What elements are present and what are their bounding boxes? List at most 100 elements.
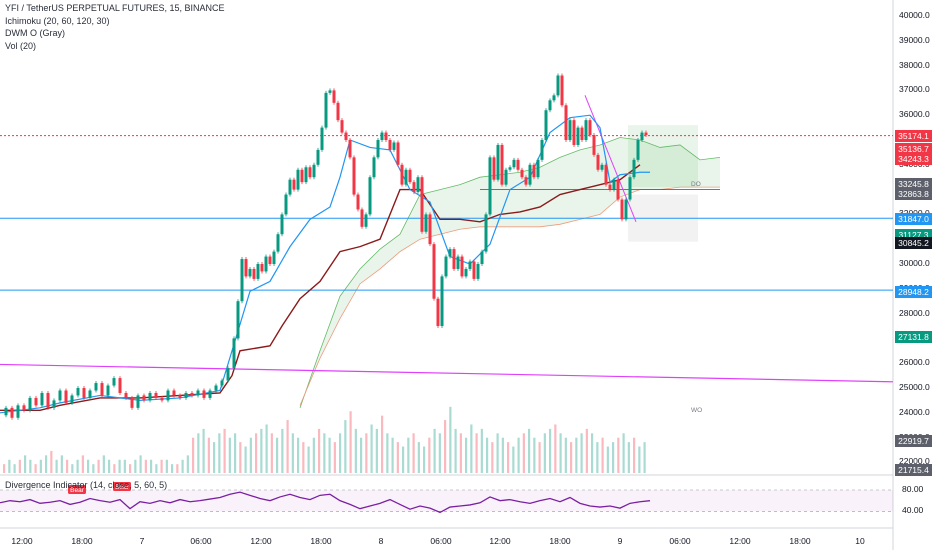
- volume-bar: [402, 446, 405, 473]
- volume-bar: [554, 424, 557, 473]
- candle-body: [148, 392, 152, 401]
- candle-body: [592, 135, 596, 155]
- candle-body: [500, 144, 504, 185]
- volume-bar: [186, 455, 189, 473]
- candle-body: [556, 75, 560, 96]
- time-axis-label: 06:00: [190, 536, 212, 546]
- volume-bar: [13, 464, 16, 473]
- indicator-dwm[interactable]: DWM O (Gray): [5, 28, 65, 38]
- candle-body: [184, 392, 188, 398]
- candle-body: [94, 383, 98, 391]
- chart-title: YFI / TetherUS PERPETUAL FUTURES, 15, BI…: [5, 3, 225, 13]
- candle-body: [40, 392, 44, 406]
- volume-bar: [323, 433, 326, 473]
- volume-bar: [24, 455, 27, 473]
- volume-bar: [396, 442, 399, 473]
- candle-body: [612, 179, 616, 190]
- candle-body: [600, 164, 604, 170]
- volume-bar: [606, 446, 609, 473]
- volume-bar: [218, 433, 221, 473]
- candle-body: [504, 169, 508, 185]
- volume-bar: [470, 424, 473, 473]
- candle-body: [264, 256, 268, 272]
- time-axis-label: 7: [139, 536, 145, 546]
- candle-body: [568, 120, 572, 140]
- candle-body: [240, 259, 244, 302]
- candle-body: [284, 194, 288, 215]
- volume-bar: [370, 424, 373, 473]
- time-axis-label: 06:00: [669, 536, 691, 546]
- volume-bar: [55, 459, 58, 473]
- volume-bar: [81, 455, 84, 473]
- candle-body: [604, 164, 608, 185]
- volume-bar: [549, 428, 552, 473]
- volume-bar: [123, 459, 126, 473]
- candle-body: [214, 385, 218, 391]
- volume-bar: [344, 420, 347, 473]
- bear-badge-label: Bear: [70, 487, 85, 494]
- candle-body: [316, 149, 320, 165]
- volume-bar: [3, 464, 6, 473]
- candle-body: [320, 127, 324, 150]
- bear-badge: [68, 485, 86, 494]
- candle-body: [304, 167, 308, 183]
- candle-body: [172, 390, 176, 396]
- volume-bar: [302, 442, 305, 473]
- candle-body: [468, 261, 472, 269]
- volume-bar: [66, 459, 69, 473]
- indicator-volume[interactable]: Vol (20): [5, 40, 37, 51]
- candle-body: [496, 144, 500, 180]
- volume-bar: [407, 437, 410, 473]
- candle-body: [368, 177, 372, 215]
- candle-body: [136, 395, 140, 408]
- candle-body: [564, 105, 568, 140]
- candle-body: [572, 120, 576, 145]
- candle-body: [516, 159, 520, 170]
- candle-body: [532, 164, 536, 178]
- candle-body: [552, 95, 556, 101]
- candle-body: [22, 405, 26, 411]
- volume-bar: [433, 428, 436, 473]
- volume-bar: [192, 437, 195, 473]
- candle-body: [300, 169, 304, 183]
- volume-bar: [249, 437, 252, 473]
- candle-body: [596, 154, 600, 170]
- candle-body: [632, 159, 636, 178]
- volume-bar: [87, 459, 90, 473]
- volume-bar: [213, 442, 216, 473]
- volume-bar: [60, 455, 63, 473]
- oscillator-legend[interactable]: Divergence Indicator (14, close, 5, 60, …: [5, 480, 168, 490]
- volume-bar: [386, 433, 389, 473]
- volume-bar: [318, 428, 321, 473]
- oscillator-line: [0, 491, 651, 514]
- volume-bar: [165, 459, 168, 473]
- candle-body: [276, 234, 280, 252]
- indicator-ichimoku[interactable]: Ichimoku (20, 60, 120, 30): [5, 15, 110, 26]
- volume-bar: [349, 411, 352, 473]
- candle-body: [348, 140, 352, 158]
- volume-bar: [643, 442, 646, 473]
- volume-bar: [255, 433, 258, 473]
- candle-body: [376, 140, 380, 158]
- volume-bar: [291, 433, 294, 473]
- volume-bar: [333, 442, 336, 473]
- candle-body: [456, 256, 460, 269]
- volume-bar: [533, 437, 536, 473]
- volume-bar: [417, 442, 420, 473]
- candle-body: [428, 214, 432, 245]
- time-axis-label: 06:00: [430, 536, 452, 546]
- candle-body: [536, 159, 540, 178]
- future-cloud-box: [628, 125, 698, 188]
- volume-bar: [328, 437, 331, 473]
- volume-bar: [228, 437, 231, 473]
- volume-bar: [596, 442, 599, 473]
- volume-bar: [307, 446, 310, 473]
- time-axis-label: 12:00: [250, 536, 272, 546]
- candle-body: [544, 110, 548, 140]
- volume-bar: [423, 446, 426, 473]
- price-axis-label: 25000.0: [899, 382, 930, 392]
- candle-body: [432, 244, 436, 299]
- volume-bar: [444, 420, 447, 473]
- oscillator-band: [0, 490, 893, 512]
